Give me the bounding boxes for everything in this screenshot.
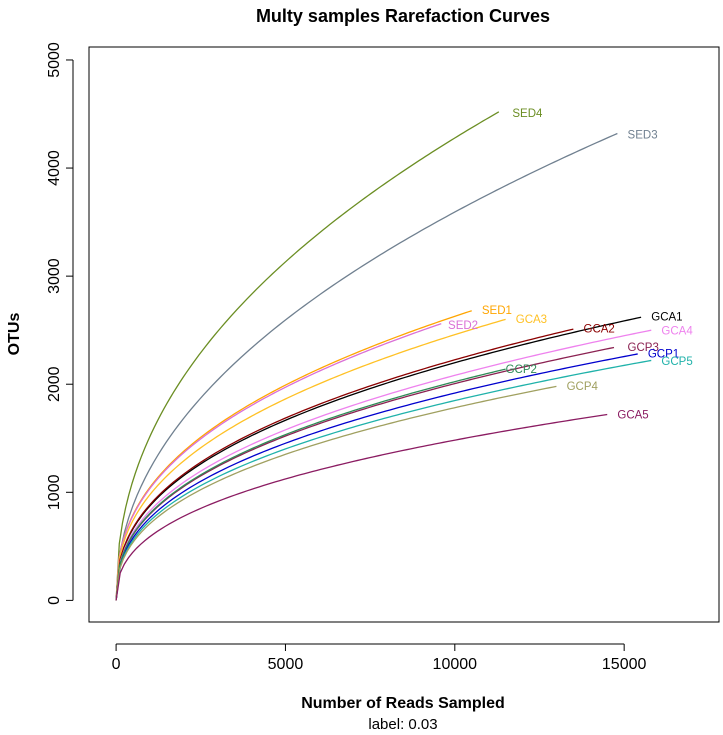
y-tick-label: 4000	[46, 150, 63, 186]
x-tick-label: 0	[112, 656, 121, 673]
series-label-gca5: GCA5	[617, 409, 648, 421]
series-line-sed2	[115, 323, 442, 601]
series-label-gca4: GCA4	[661, 326, 693, 338]
x-tick-label: 10000	[433, 656, 478, 673]
series-label-gca1: GCA1	[651, 312, 682, 324]
series-line-sed3	[115, 132, 618, 601]
x-axis-label: Number of Reads Sampled	[301, 695, 505, 712]
series-label-gcp2: GCP2	[506, 364, 537, 376]
series-line-sed4	[115, 111, 500, 601]
y-tick-label: 5000	[46, 42, 63, 78]
series-label-gca2: GCA2	[584, 324, 615, 336]
series-line-gca4	[115, 329, 652, 601]
series-line-gcp1	[115, 353, 638, 601]
chart-title: Multy samples Rarefaction Curves	[256, 6, 550, 26]
series-line-gcp3	[115, 346, 615, 601]
y-tick-label: 3000	[46, 258, 63, 294]
series-label-gcp5: GCP5	[661, 356, 692, 368]
series-label-gcp4: GCP4	[567, 381, 599, 393]
plot-area	[88, 46, 720, 623]
series-label-gca3: GCA3	[516, 314, 547, 326]
series-label-sed2: SED2	[448, 320, 478, 332]
axes: 0 5000 10000 15000 0 1000 2000 3000 4000 5000	[46, 42, 647, 673]
series-line-gca2	[115, 328, 574, 601]
series-line-gcp2	[115, 368, 506, 601]
y-tick-label: 2000	[46, 366, 63, 402]
y-axis-label: OTUs	[6, 313, 23, 356]
series-line-gca1	[115, 316, 642, 601]
x-tick-label: 5000	[268, 656, 304, 673]
series-label-sed1: SED1	[482, 305, 512, 317]
y-tick-label: 0	[46, 596, 63, 605]
series-label-sed3: SED3	[628, 130, 658, 142]
series-labels: SED4 SED3 SED1 SED2 GCA3 GCA1 GCA2 GCA4GCP3GCP1…	[448, 108, 693, 422]
series-label-sed4: SED4	[512, 108, 543, 120]
y-tick-label: 1000	[46, 474, 63, 510]
curves	[115, 111, 652, 601]
series-label-gcp1: GCP1	[648, 348, 679, 360]
series-label-gcp3: GCP3	[628, 342, 659, 354]
series-line-gcp4	[115, 385, 557, 601]
x-axis-sublabel: label: 0.03	[368, 716, 437, 733]
series-line-sed1	[115, 310, 472, 601]
series-line-gca5	[115, 413, 608, 601]
series-line-gca3	[115, 318, 506, 601]
x-tick-label: 15000	[602, 656, 647, 673]
series-line-gcp5	[115, 359, 652, 601]
